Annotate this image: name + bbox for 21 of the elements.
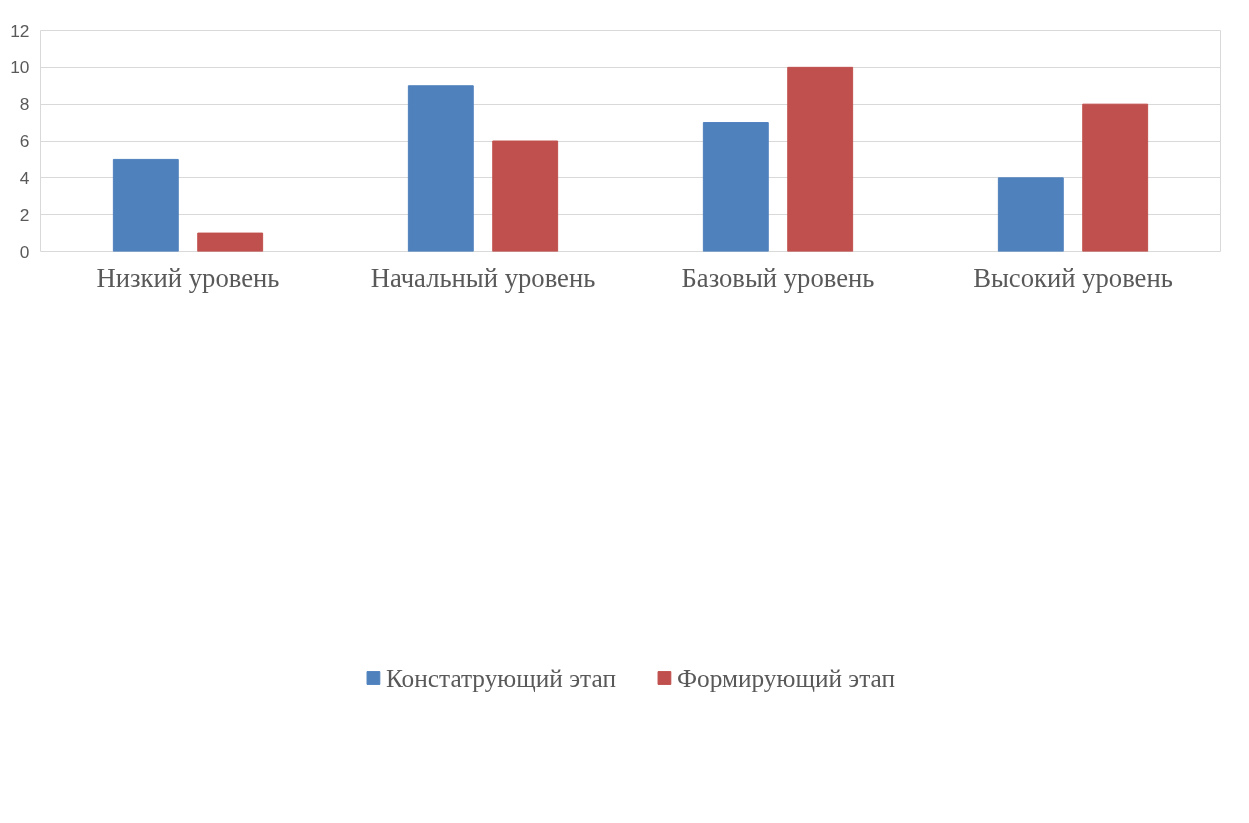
bar [1082,103,1149,252]
bar [197,232,264,252]
bar [492,140,559,252]
y-tick-label: 2 [19,204,30,225]
x-tick-label: Высокий уровень [973,262,1173,293]
legend-label: Констатрующий этап [385,663,616,693]
bar [787,66,854,252]
y-tick-label: 12 [10,20,30,41]
bar [407,85,474,252]
legend-label: Формирующий этап [676,663,896,693]
y-tick-label: 0 [19,241,30,262]
y-tick-label: 8 [19,94,30,115]
bar [702,122,769,252]
y-tick-label: 4 [19,167,30,188]
y-tick-label: 6 [19,131,30,151]
x-tick-label: Низкий уровень [96,262,280,293]
y-tick-label: 10 [10,57,30,78]
bar [997,177,1064,252]
x-tick-label: Начальный уровень [370,262,596,293]
bar [112,158,179,252]
x-tick-label: Базовый уровень [681,262,875,293]
